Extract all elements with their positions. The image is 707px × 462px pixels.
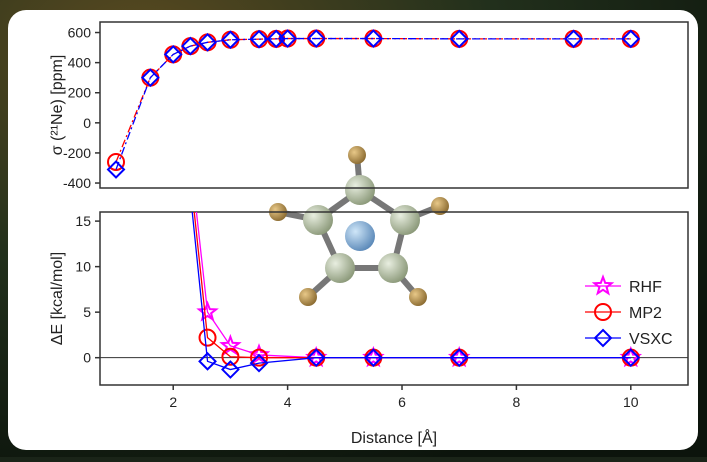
x-tick-label: 10: [623, 394, 639, 410]
y-tick-label: 15: [75, 213, 91, 229]
y-tick-label: 600: [68, 25, 92, 41]
y-tick-label: 0: [83, 350, 91, 366]
x-axis-label: Distance [Å]: [351, 428, 437, 447]
x-tick-label: 2: [169, 394, 177, 410]
y-tick-label: 200: [68, 85, 92, 101]
y-tick-label: 5: [83, 304, 91, 320]
legend-label: VSXC: [629, 331, 673, 348]
x-tick-label: 8: [513, 394, 521, 410]
y-tick-label: 400: [68, 55, 92, 71]
y-tick-label: 0: [83, 115, 91, 131]
chart: 600 400 200 0 -200 -400 σ (²¹Ne) [ppm] 15 10 5 0 2 4…: [0, 0, 707, 457]
legend-label: MP2: [629, 305, 662, 322]
x-tick-label: 6: [398, 394, 406, 410]
y-axis-label: σ (²¹Ne) [ppm]: [49, 55, 66, 156]
x-tick-label: 4: [284, 394, 292, 410]
y-axis-label: ΔE [kcal/mol]: [49, 252, 66, 345]
y-tick-label: -400: [63, 175, 91, 191]
page: 600 400 200 0 -200 -400 σ (²¹Ne) [ppm] 15 10 5 0 2 4…: [0, 0, 707, 457]
y-tick-label: -200: [63, 145, 91, 161]
y-tick-label: 10: [75, 259, 91, 275]
legend-label: RHF: [629, 279, 662, 296]
